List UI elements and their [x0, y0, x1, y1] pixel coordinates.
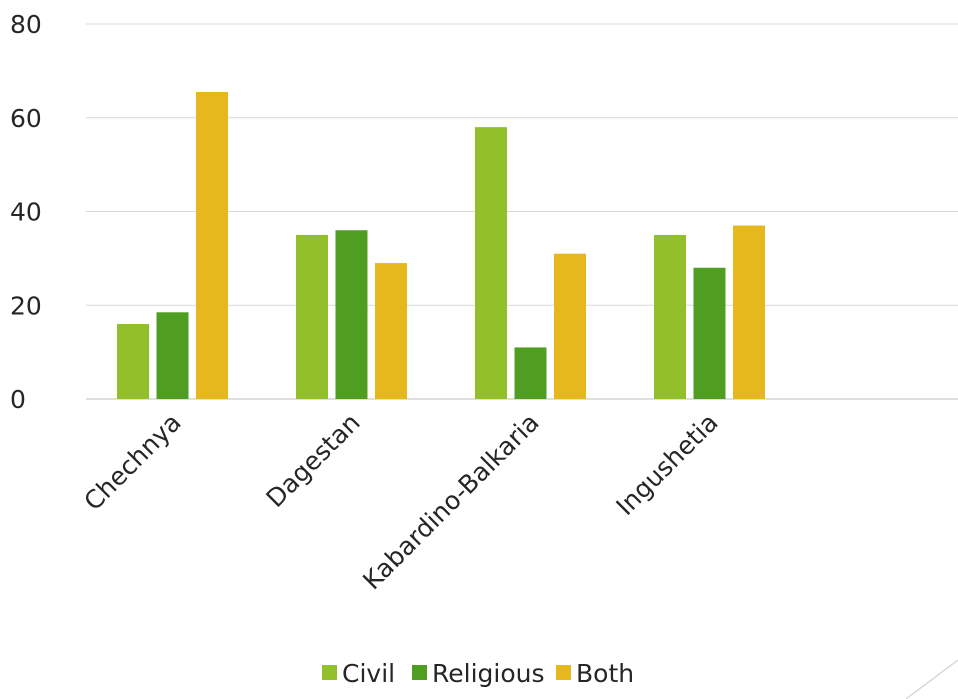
bar-civil-ingushetia [654, 234, 686, 399]
legend-label-civil: Civil [342, 659, 395, 688]
legend-swatch-civil [322, 665, 337, 680]
category-label: Kabardino-Balkaria [357, 408, 545, 596]
bar-both-chechnya [196, 91, 228, 399]
bar-both-ingushetia [733, 225, 765, 399]
category-label: Chechnya [78, 408, 186, 516]
bar-religious-kabardino-balkaria [514, 347, 547, 399]
legend-label-religious: Religious [432, 659, 545, 688]
bars [117, 91, 765, 399]
y-tick-label: 60 [10, 104, 42, 133]
legend-swatch-religious [412, 665, 427, 680]
y-tick-label: 40 [10, 198, 42, 227]
bar-both-dagestan [375, 263, 407, 399]
category-label: Dagestan [261, 408, 366, 513]
bar-civil-kabardino-balkaria [475, 127, 507, 399]
y-tick-label: 0 [10, 385, 26, 414]
bar-religious-dagestan [335, 230, 368, 399]
category-label: Ingushetia [610, 408, 723, 521]
legend-label-both: Both [576, 659, 634, 688]
bar-religious-chechnya [156, 312, 189, 399]
bar-religious-ingushetia [693, 267, 726, 399]
y-tick-label: 20 [10, 291, 42, 320]
bar-civil-chechnya [117, 324, 149, 399]
legend-swatch-both [556, 665, 571, 680]
y-axis-tick-labels: 0 20 40 60 80 [10, 10, 42, 414]
legend: Civil Religious Both [322, 659, 634, 688]
bar-civil-dagestan [296, 234, 328, 399]
gridlines [86, 23, 958, 400]
y-tick-label: 80 [10, 10, 42, 39]
corner-decoration [905, 659, 958, 699]
bar-both-kabardino-balkaria [554, 253, 586, 399]
